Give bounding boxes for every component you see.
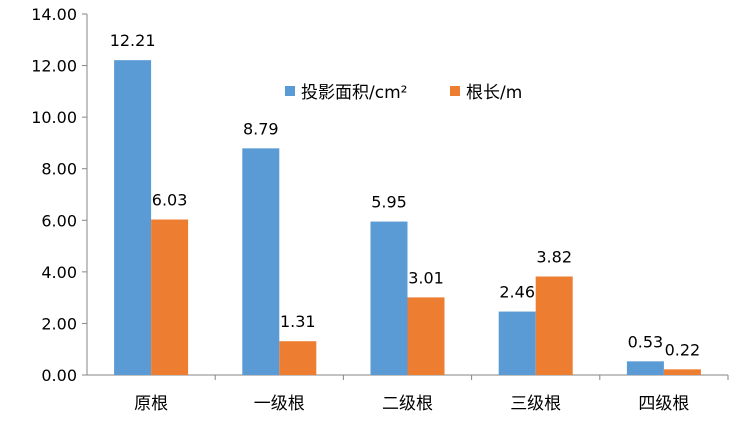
- y-tick-label: 12.00: [31, 57, 77, 76]
- x-tick-label: 四级根: [638, 394, 689, 414]
- data-label: 8.79: [243, 119, 279, 138]
- legend-label: 投影面积/cm²: [301, 83, 407, 103]
- data-label: 5.95: [371, 193, 407, 212]
- bar: [663, 369, 701, 375]
- y-tick-label: 6.00: [41, 211, 77, 230]
- x-tick-label: 三级根: [510, 394, 561, 414]
- data-label: 12.21: [110, 31, 156, 50]
- data-label: 3.82: [536, 247, 572, 266]
- bar: [407, 297, 445, 375]
- x-tick-label: 原根: [134, 394, 168, 414]
- y-tick-label: 8.00: [41, 160, 77, 179]
- x-tick-label: 一级根: [254, 394, 305, 414]
- bar: [498, 311, 536, 375]
- y-tick-label: 2.00: [41, 314, 77, 333]
- legend-swatch: [285, 86, 295, 96]
- bar: [114, 60, 152, 375]
- bar: [242, 148, 280, 375]
- data-label: 6.03: [152, 191, 188, 210]
- y-tick-label: 10.00: [31, 108, 77, 127]
- data-label: 2.46: [499, 283, 535, 302]
- legend-swatch: [450, 86, 460, 96]
- legend-label: 根长/m: [466, 83, 522, 103]
- data-label: 1.31: [280, 312, 316, 331]
- bar: [370, 221, 408, 375]
- data-label: 0.53: [628, 332, 664, 351]
- y-tick-label: 14.00: [31, 5, 77, 24]
- bar: [626, 361, 664, 375]
- data-label: 0.22: [665, 340, 701, 359]
- y-tick-label: 0.00: [41, 366, 77, 385]
- y-tick-label: 4.00: [41, 263, 77, 282]
- x-tick-label: 二级根: [382, 394, 433, 414]
- bar: [279, 341, 317, 375]
- bar: [151, 219, 189, 375]
- data-label: 3.01: [408, 268, 444, 287]
- bar: [535, 276, 573, 375]
